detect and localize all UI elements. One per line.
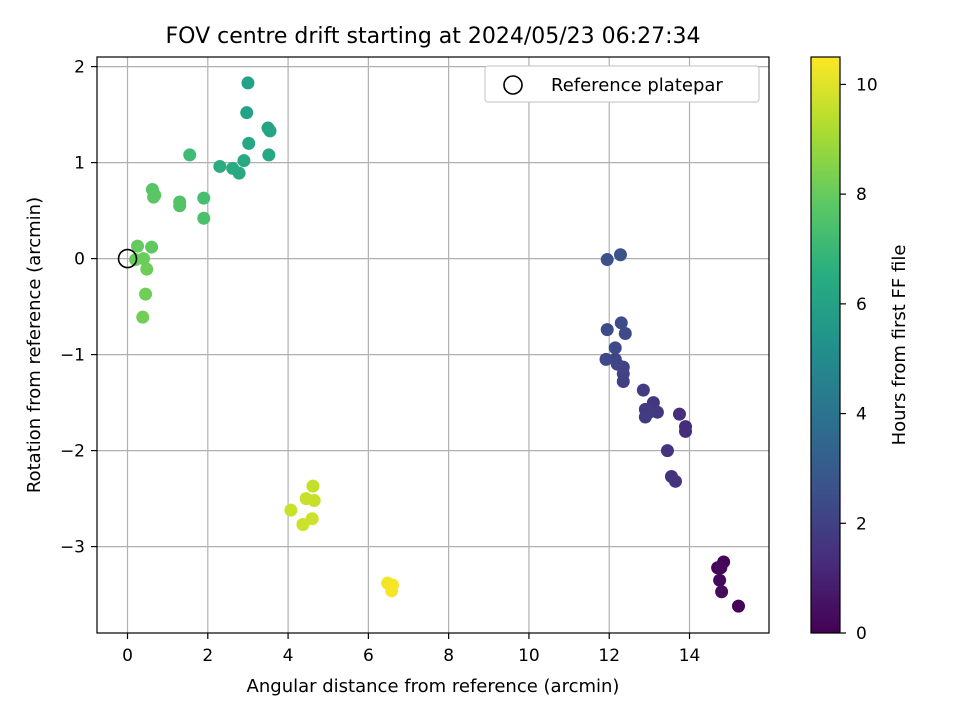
scatter-point — [614, 316, 628, 330]
scatter-point — [600, 323, 614, 337]
scatter-point — [599, 352, 613, 366]
scatter-point — [608, 341, 622, 355]
scatter-point — [137, 252, 151, 266]
y-axis-ticks: −3 −2 −1 0 1 2 — [60, 58, 97, 558]
scatter-point — [262, 148, 276, 162]
scatter-point — [715, 585, 729, 599]
chart-title: FOV centre drift starting at 2024/05/23 … — [166, 24, 701, 49]
x-axis-ticks: 0 2 4 6 8 10 12 14 — [122, 633, 700, 666]
colorbar-ticks: 0 2 4 6 8 10 — [840, 75, 878, 644]
legend-marker — [503, 75, 523, 95]
scatter-point — [147, 190, 161, 204]
x-tick-label: 10 — [518, 646, 540, 666]
scatter-point — [173, 199, 187, 213]
scatter-point — [714, 561, 728, 575]
scatter-point — [140, 262, 154, 276]
colorbar-tick-label: 4 — [856, 405, 867, 425]
scatter-point — [145, 240, 159, 254]
scatter-points — [129, 76, 745, 613]
scatter-point — [731, 599, 745, 613]
scatter-point — [131, 239, 145, 253]
scatter-point — [618, 326, 632, 340]
scatter-point — [241, 76, 255, 90]
scatter-point — [139, 287, 153, 301]
plot-area — [96, 56, 770, 634]
colorbar-tick-label: 10 — [856, 75, 878, 95]
y-tick-label: −1 — [60, 346, 85, 366]
colorbar-gradient — [811, 57, 840, 633]
scatter-point — [608, 352, 622, 366]
scatter-point — [679, 424, 693, 438]
x-tick-label: 12 — [598, 646, 620, 666]
y-tick-label: 1 — [74, 154, 85, 174]
x-tick-label: 0 — [122, 646, 133, 666]
colorbar-tick-label: 6 — [856, 295, 867, 315]
x-tick-label: 6 — [363, 646, 374, 666]
y-tick-label: −2 — [60, 442, 85, 462]
x-axis-label: Angular distance from reference (arcmin) — [247, 676, 620, 697]
scatter-point — [660, 444, 674, 458]
colorbar: 0 2 4 6 8 10 Hours from first FF file — [810, 56, 910, 644]
colorbar-label: Hours from first FF file — [889, 245, 910, 446]
scatter-point — [636, 383, 650, 397]
colorbar-frame — [810, 56, 841, 634]
plot-frame — [96, 56, 770, 634]
y-axis-label: Rotation from reference (arcmin) — [24, 197, 45, 493]
grid — [97, 57, 769, 633]
colorbar-tick-label: 8 — [856, 185, 867, 205]
scatter-point — [713, 573, 727, 587]
scatter-point — [296, 518, 310, 532]
x-tick-label: 14 — [679, 646, 701, 666]
scatter-point — [638, 410, 652, 424]
x-tick-label: 2 — [202, 646, 213, 666]
reference-platepar-marker — [117, 248, 138, 269]
scatter-point — [299, 492, 313, 506]
scatter-point — [600, 253, 614, 267]
scatter-point — [197, 211, 211, 225]
scatter-point — [385, 584, 399, 598]
legend-label: Reference platepar — [551, 75, 723, 96]
scatter-point — [668, 474, 682, 488]
y-tick-label: 0 — [74, 250, 85, 270]
y-tick-label: −3 — [60, 538, 85, 558]
scatter-point — [226, 161, 240, 175]
scatter-point — [672, 407, 686, 421]
scatter-point — [613, 248, 627, 262]
x-tick-label: 8 — [443, 646, 454, 666]
scatter-point — [263, 124, 277, 138]
scatter-point — [237, 154, 251, 168]
y-tick-label: 2 — [74, 58, 85, 78]
plot-background — [97, 57, 769, 633]
colorbar-tick-label: 0 — [856, 624, 867, 644]
scatter-point — [183, 148, 197, 162]
legend-box — [484, 65, 760, 103]
scatter-point — [242, 136, 256, 150]
scatter-point — [284, 503, 298, 517]
scatter-point — [213, 159, 227, 173]
legend: Reference platepar — [484, 65, 760, 103]
scatter-point — [240, 106, 254, 120]
scatter-point — [306, 479, 320, 493]
x-tick-label: 4 — [283, 646, 294, 666]
colorbar-tick-label: 2 — [856, 514, 867, 534]
scatter-point — [197, 191, 211, 205]
scatter-point — [136, 310, 150, 324]
